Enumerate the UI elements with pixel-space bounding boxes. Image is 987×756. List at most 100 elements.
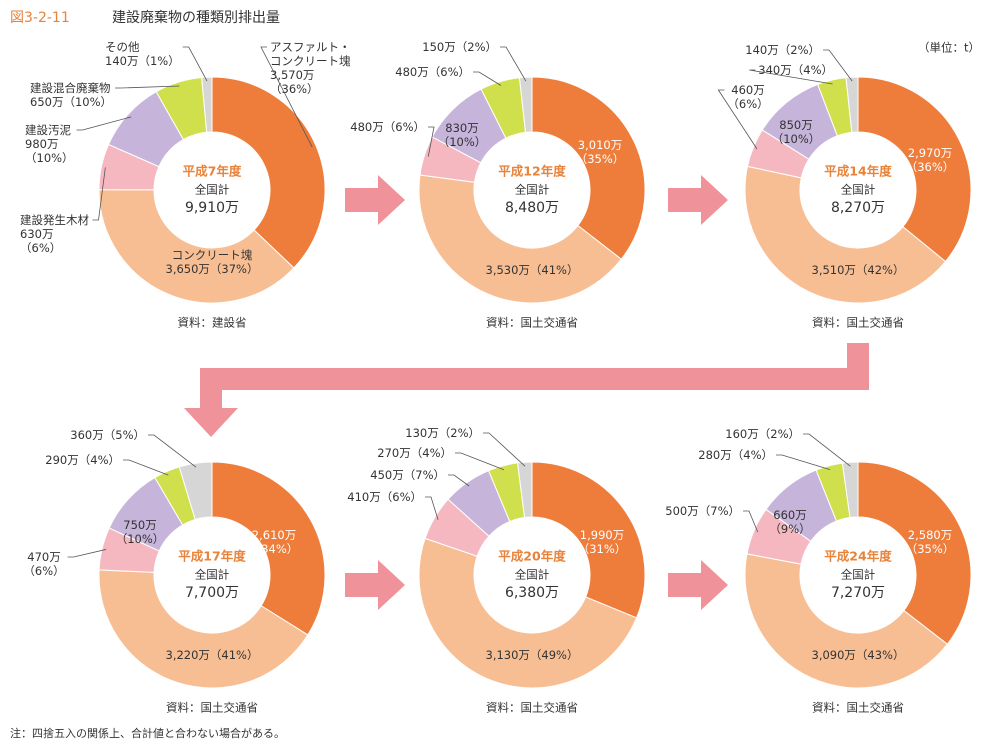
value-label: 140万（1%） — [105, 54, 180, 68]
leader-line — [776, 454, 831, 471]
value-label: 360万（5%） — [70, 428, 145, 442]
leader-line — [749, 69, 833, 85]
center-subtitle: 全国計 — [195, 183, 230, 197]
category-label: コンクリート塊 — [172, 248, 253, 262]
value-label: 750万（10%） — [116, 518, 165, 546]
figure-title: 建設廃棄物の種類別排出量 — [112, 9, 280, 26]
value-label: 290万（4%） — [45, 453, 120, 467]
value-label: 3,650万（37%） — [166, 262, 259, 276]
center-subtitle: 全国計 — [515, 183, 550, 197]
leader-line — [455, 452, 505, 471]
center-title: 平成17年度 — [178, 549, 246, 564]
value-label: 630万（6%） — [20, 227, 61, 255]
donut-slice — [845, 76, 859, 133]
donut-slice — [531, 461, 646, 619]
category-label: その他 — [105, 40, 140, 54]
leader-line — [76, 116, 132, 131]
value-label: 660万（9%） — [769, 508, 810, 536]
value-label: 450万（7%） — [370, 468, 445, 482]
value-label: 3,570万（36%） — [270, 68, 319, 96]
leader-line — [123, 459, 169, 476]
value-label: 160万（2%） — [725, 427, 800, 441]
value-label: 470万（6%） — [23, 550, 64, 578]
donut-slice — [98, 569, 309, 689]
center-total: 8,480万 — [505, 200, 559, 216]
donut-slice — [744, 553, 949, 689]
donut-slice — [178, 461, 213, 521]
arrow — [345, 175, 405, 225]
center-total: 6,380万 — [505, 585, 559, 601]
leader-line — [182, 46, 208, 82]
center-total: 7,270万 — [831, 585, 885, 601]
leader-line — [483, 432, 526, 467]
category-label: アスファルト・コンクリート塊 — [270, 40, 351, 68]
leader-line — [473, 71, 502, 86]
donut-slice — [531, 76, 646, 260]
value-label: 2,580万（35%） — [906, 528, 955, 556]
center-title: 平成14年度 — [824, 164, 892, 179]
center-title: 平成20年度 — [498, 549, 566, 564]
center-total: 9,910万 — [185, 200, 239, 216]
arrow — [668, 560, 728, 610]
center-subtitle: 全国計 — [841, 568, 876, 582]
note: 注：四捨五入の関係上、合計値と合わない場合がある。 — [10, 726, 285, 740]
value-label: 500万（7%） — [665, 504, 740, 518]
leader-line — [148, 434, 197, 468]
flow-arrows — [184, 175, 869, 610]
leader-line — [260, 46, 313, 148]
leader-line — [500, 46, 527, 82]
value-label: 3,130万（49%） — [486, 648, 579, 662]
donut-slice — [744, 165, 947, 304]
leader-line — [743, 510, 759, 533]
value-label: 650万（10%） — [30, 95, 112, 109]
arrow — [345, 560, 405, 610]
leader-line — [427, 126, 435, 157]
center-subtitle: 全国計 — [515, 568, 550, 582]
leader-line — [425, 496, 439, 520]
unit-label: （単位：t） — [918, 41, 980, 55]
category-label: 建設汚泥 — [25, 123, 71, 137]
leader-line — [717, 89, 758, 150]
source: 資料：国土交通省 — [486, 316, 578, 330]
donut-slice — [841, 461, 859, 519]
leader-line — [448, 474, 470, 487]
value-label: 410万（6%） — [347, 490, 422, 504]
value-label: 3,510万（42%） — [812, 263, 905, 277]
source: 資料：国土交通省 — [812, 701, 904, 715]
arrow — [184, 343, 869, 437]
value-label: 340万（4%） — [758, 63, 833, 77]
value-label: 460万（6%） — [727, 83, 768, 111]
donut-slice — [418, 537, 638, 689]
arrow — [668, 175, 728, 225]
value-label: 270万（4%） — [377, 446, 452, 460]
value-label: 280万（4%） — [698, 448, 773, 462]
value-label: 480万（6%） — [350, 120, 425, 134]
leader-line — [92, 167, 106, 221]
center-title: 平成12年度 — [498, 164, 566, 179]
donut-slice — [98, 189, 295, 304]
center-total: 8,270万 — [831, 200, 885, 216]
value-label: 1,990万（31%） — [578, 528, 627, 556]
value-label: 3,220万（41%） — [166, 648, 259, 662]
value-label: 830万（10%） — [438, 121, 487, 149]
value-label: 3,010万（35%） — [576, 138, 625, 166]
center-subtitle: 全国計 — [195, 568, 230, 582]
value-label: 480万（6%） — [395, 65, 470, 79]
donut-slice — [857, 461, 972, 645]
leader-line — [823, 49, 853, 82]
value-label: 980万（10%） — [25, 137, 74, 165]
donut-slice — [517, 461, 533, 519]
category-label: 建設発生木材 — [20, 213, 89, 227]
value-label: 3,090万（43%） — [812, 648, 905, 662]
value-label: 140万（2%） — [745, 43, 820, 57]
source: 資料：国土交通省 — [812, 316, 904, 330]
value-label: 2,610万（34%） — [250, 528, 299, 556]
source: 資料：建設省 — [178, 316, 247, 330]
value-label: 2,970万（36%） — [906, 146, 955, 174]
